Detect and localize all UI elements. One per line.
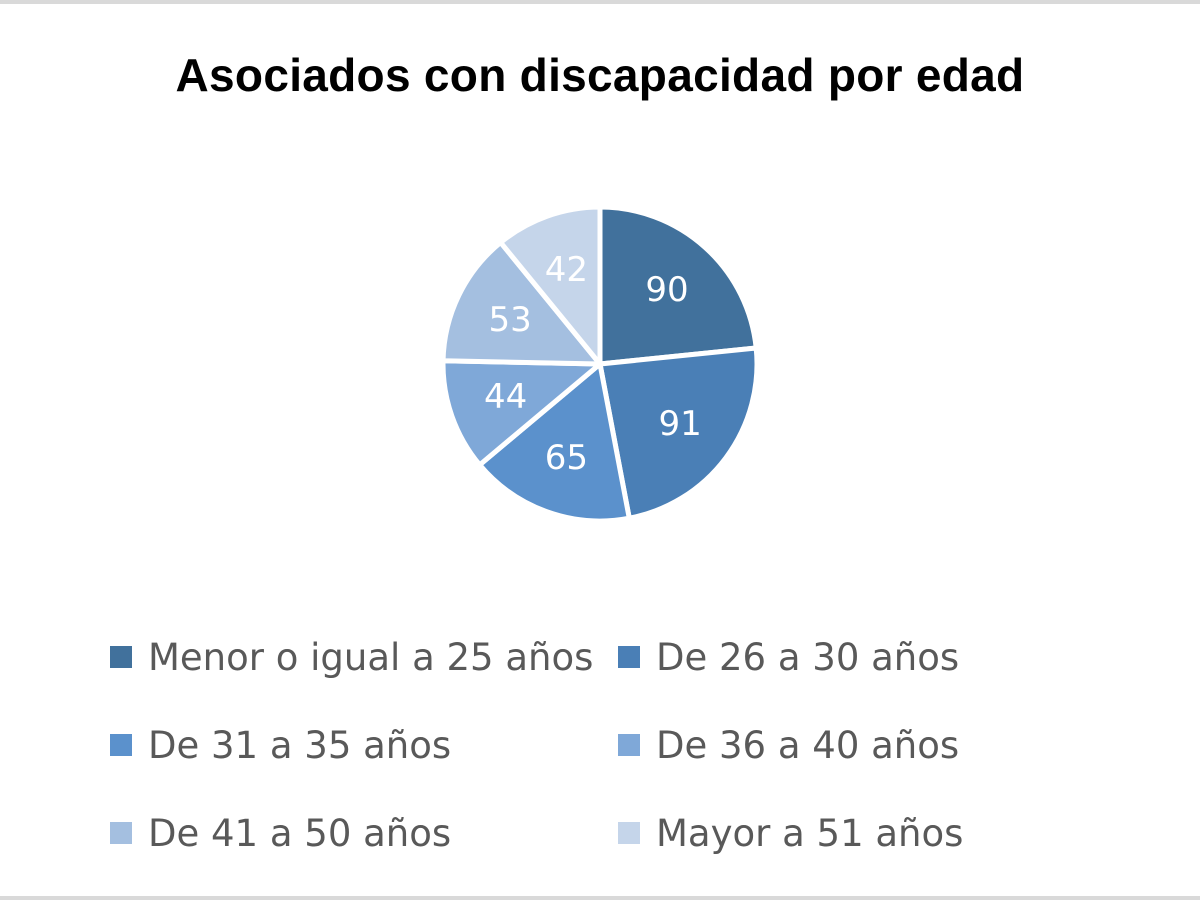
legend-label-0: Menor o igual a 25 años xyxy=(148,635,594,679)
legend-item-4: De 41 a 50 años xyxy=(110,808,451,858)
legend-item-2: De 31 a 35 años xyxy=(110,720,451,770)
legend-label-2: De 31 a 35 años xyxy=(148,723,452,767)
pie-slice-3 xyxy=(440,358,603,468)
chart-title: Asociados con discapacidad por edad xyxy=(175,49,1025,101)
legend-swatch-3 xyxy=(618,734,640,756)
legend-swatch-2 xyxy=(110,734,132,756)
legend-label-4: De 41 a 50 años xyxy=(148,811,452,855)
pie-slice-5 xyxy=(498,204,603,367)
pie-slice-0 xyxy=(597,204,759,367)
legend-swatch-5 xyxy=(618,822,640,844)
legend-item-5: Mayor a 51 años xyxy=(618,808,963,858)
pie-slice-4 xyxy=(440,239,603,367)
pie-slice-2 xyxy=(477,361,632,524)
legend-swatch-4 xyxy=(110,822,132,844)
legend-swatch-0 xyxy=(110,646,132,668)
legend-swatch-1 xyxy=(618,646,640,668)
legend-label-1: De 26 a 30 años xyxy=(656,635,960,679)
pie-slice-label-1: 91 xyxy=(659,404,702,444)
legend-item-0: Menor o igual a 25 años xyxy=(110,632,593,682)
pie-slice-label-0: 90 xyxy=(645,270,688,310)
legend-label-3: De 36 a 40 años xyxy=(656,723,960,767)
pie-slice-label-3: 44 xyxy=(484,377,527,417)
pie-slice-label-4: 53 xyxy=(488,300,531,340)
pie-chart: 90 91 65 44 53 42 xyxy=(440,204,760,524)
pie-slice-1 xyxy=(597,345,760,521)
pie-slice-label-5: 42 xyxy=(545,250,588,290)
legend-item-3: De 36 a 40 años xyxy=(618,720,959,770)
legend-item-1: De 26 a 30 años xyxy=(618,632,959,682)
pie-slice-label-2: 65 xyxy=(545,438,588,478)
legend-label-5: Mayor a 51 años xyxy=(656,811,964,855)
